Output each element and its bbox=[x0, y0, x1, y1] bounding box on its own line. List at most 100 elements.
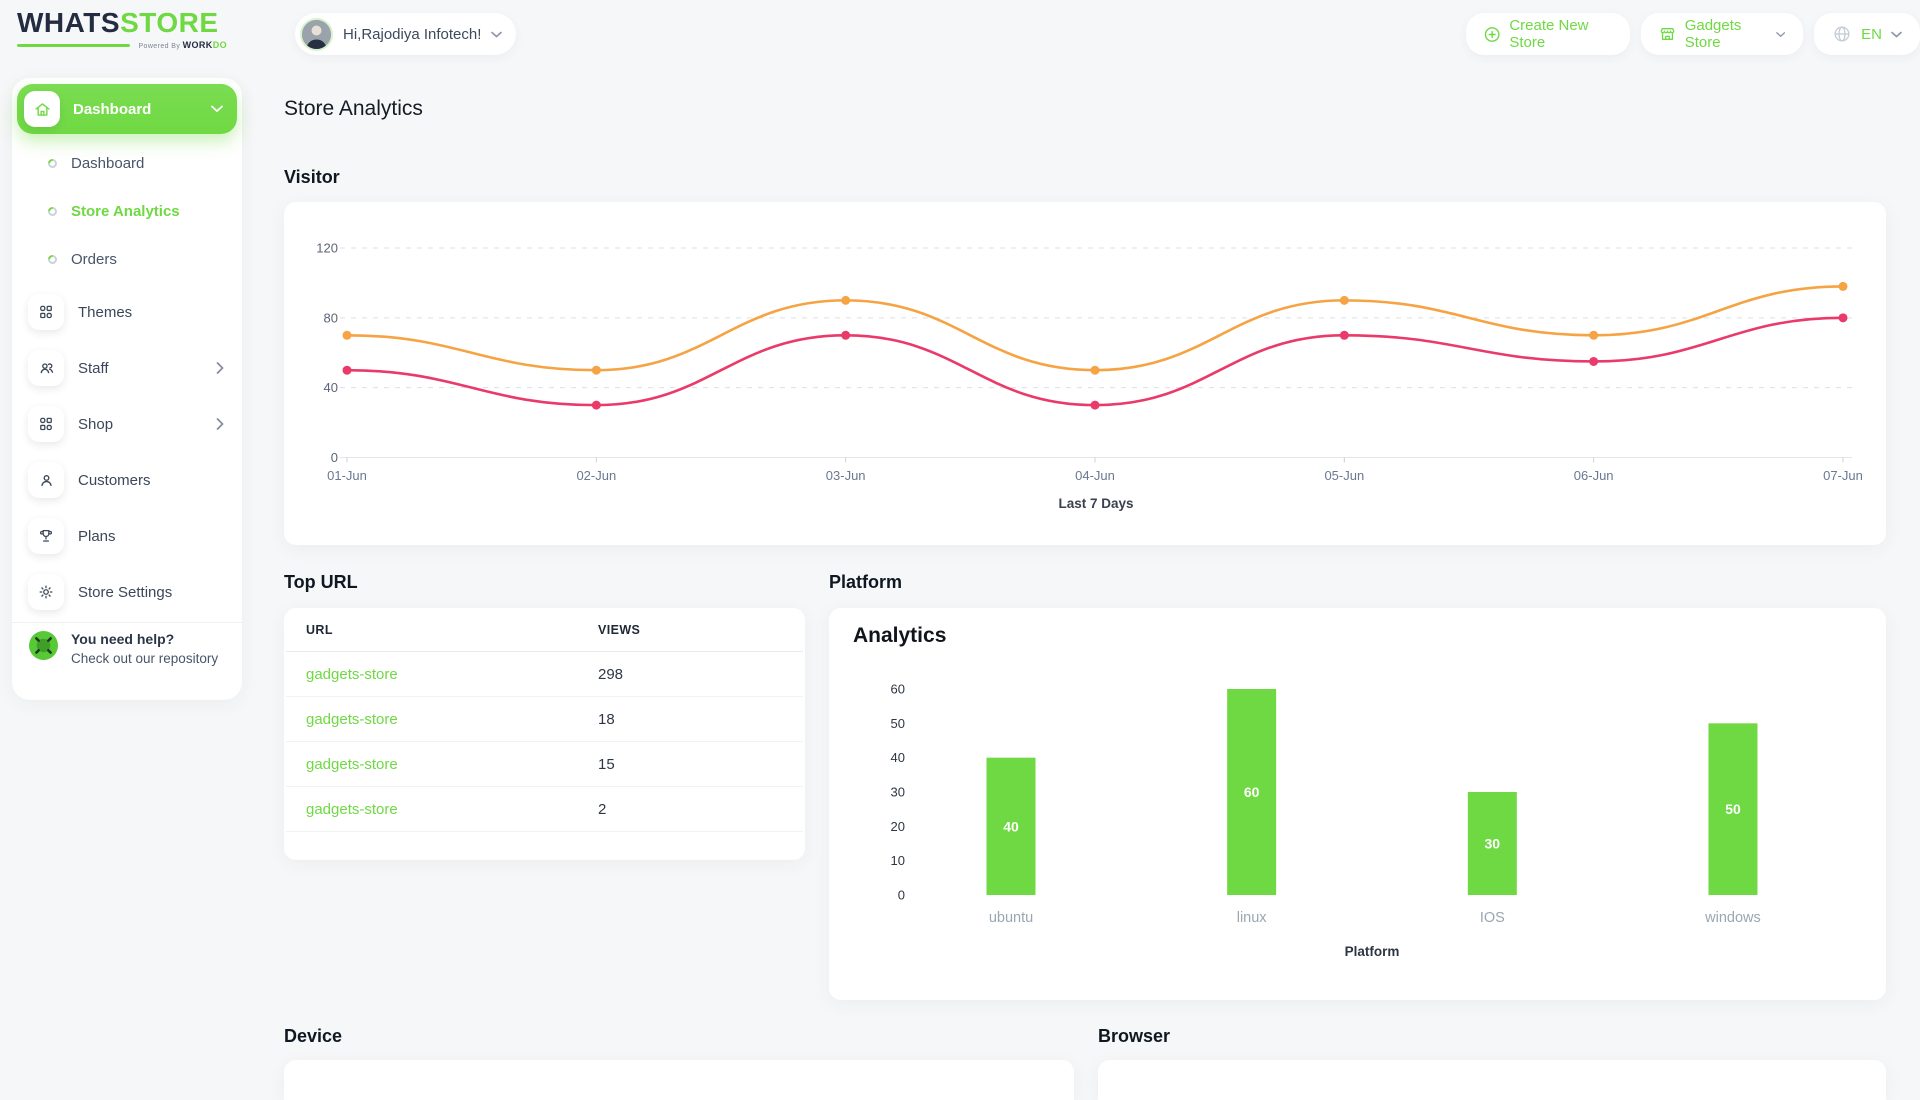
table-row: gadgets-store 15 bbox=[286, 742, 803, 787]
platform-bar-chart: 0 10 20 30 40 50 60 40 ubuntu 60 linux 30 IOS 50 windo… bbox=[891, 682, 1761, 960]
svg-text:120: 120 bbox=[316, 241, 338, 256]
chevron-down-icon bbox=[1775, 31, 1786, 37]
svg-text:linux: linux bbox=[1237, 910, 1268, 926]
svg-text:60: 60 bbox=[1244, 784, 1260, 800]
chevron-right-icon bbox=[216, 418, 224, 430]
trophy-icon bbox=[40, 529, 52, 542]
views-value: 2 bbox=[598, 800, 607, 818]
users-icon bbox=[40, 362, 53, 373]
help-box: You need help? Check out our repository bbox=[28, 630, 218, 668]
sidebar-item-plans[interactable]: Plans bbox=[12, 508, 242, 564]
svg-text:Last 7 Days: Last 7 Days bbox=[1058, 496, 1133, 511]
svg-text:02-Jun: 02-Jun bbox=[576, 468, 616, 483]
sidebar-item-dashboard[interactable]: Dashboard bbox=[12, 139, 242, 187]
svg-text:07-Jun: 07-Jun bbox=[1823, 468, 1863, 483]
chevron-right-icon bbox=[216, 362, 224, 374]
svg-text:20: 20 bbox=[891, 819, 905, 834]
top-url-table: URL VIEWS gadgets-store 298 gadgets-stor… bbox=[284, 608, 805, 832]
sidebar-item-shop[interactable]: Shop bbox=[12, 396, 242, 452]
svg-text:40: 40 bbox=[891, 750, 905, 765]
svg-text:01-Jun: 01-Jun bbox=[327, 468, 367, 483]
svg-text:windows: windows bbox=[1704, 910, 1761, 926]
store-selector-button[interactable]: Gadgets Store bbox=[1640, 13, 1804, 55]
table-header-row: URL VIEWS bbox=[286, 608, 803, 652]
svg-text:05-Jun: 05-Jun bbox=[1324, 468, 1364, 483]
svg-text:04-Jun: 04-Jun bbox=[1075, 468, 1115, 483]
platform-heading: Platform bbox=[829, 572, 903, 592]
bullet-icon bbox=[46, 156, 59, 170]
visitor-heading: Visitor bbox=[284, 167, 340, 187]
sidebar-divider bbox=[12, 622, 242, 623]
help-title: You need help? bbox=[71, 631, 175, 647]
gear-icon bbox=[39, 585, 53, 599]
url-link[interactable]: gadgets-store bbox=[306, 755, 398, 773]
sidebar-item-themes[interactable]: Themes bbox=[12, 284, 242, 340]
app-logo[interactable]: WHATSSTORE Powered By WORKDO bbox=[17, 7, 227, 50]
top-url-card: URL VIEWS gadgets-store 298 gadgets-stor… bbox=[284, 608, 805, 860]
bullet-icon bbox=[46, 252, 59, 266]
svg-text:0: 0 bbox=[898, 888, 905, 903]
sidebar-item-customers[interactable]: Customers bbox=[12, 452, 242, 508]
user-greeting: Hi,Rajodiya Infotech! bbox=[343, 25, 482, 43]
user-icon bbox=[40, 474, 52, 486]
home-icon bbox=[34, 102, 50, 116]
storefront-icon bbox=[1660, 28, 1675, 40]
help-repository-link[interactable]: Check out our repository bbox=[71, 651, 219, 666]
grid-icon bbox=[40, 417, 52, 431]
svg-text:30: 30 bbox=[891, 785, 905, 800]
svg-text:50: 50 bbox=[1725, 801, 1741, 817]
bullet-icon bbox=[46, 204, 59, 218]
svg-text:40: 40 bbox=[324, 380, 338, 395]
url-link[interactable]: gadgets-store bbox=[306, 665, 398, 683]
platform-chart-title: Analytics bbox=[853, 624, 947, 647]
table-row: gadgets-store 2 bbox=[286, 787, 803, 832]
chevron-down-icon bbox=[491, 31, 503, 38]
globe-icon bbox=[1834, 26, 1850, 42]
avatar bbox=[300, 17, 333, 51]
column-header-views: VIEWS bbox=[598, 622, 641, 637]
sidebar-item-staff[interactable]: Staff bbox=[12, 340, 242, 396]
table-row: gadgets-store 18 bbox=[286, 697, 803, 742]
svg-text:ubuntu: ubuntu bbox=[989, 910, 1033, 926]
header-actions: Create New Store Gadgets Store EN bbox=[1466, 13, 1920, 55]
svg-text:IOS: IOS bbox=[1480, 910, 1505, 926]
page-title: Store Analytics bbox=[284, 97, 423, 120]
svg-text:0: 0 bbox=[331, 450, 338, 465]
device-heading: Device bbox=[284, 1026, 343, 1046]
sidebar-item-orders[interactable]: Orders bbox=[12, 235, 242, 283]
logo-text: WHATSSTORE bbox=[17, 7, 219, 38]
create-new-store-button[interactable]: Create New Store bbox=[1466, 13, 1630, 55]
column-header-url: URL bbox=[306, 622, 333, 637]
url-link[interactable]: gadgets-store bbox=[306, 710, 398, 728]
sidebar-item-store-analytics[interactable]: Store Analytics bbox=[12, 187, 242, 235]
lifebuoy-icon bbox=[29, 631, 58, 660]
visitor-chart-card: 0 40 80 120 01-Jun 02-Jun 03-Jun 04-Jun 05-Jun 06… bbox=[284, 202, 1886, 545]
sidebar-group-dashboard[interactable]: Dashboard bbox=[17, 84, 237, 134]
plus-circle-icon bbox=[1484, 26, 1500, 42]
views-value: 15 bbox=[598, 755, 615, 773]
platform-chart-card: Analytics 0 10 20 30 40 50 60 40 ubuntu 60 linux 30… bbox=[829, 608, 1886, 1000]
sidebar-item-store-settings[interactable]: Store Settings bbox=[12, 564, 242, 620]
browser-card bbox=[1098, 1060, 1886, 1100]
grid-icon bbox=[40, 305, 52, 319]
svg-text:10: 10 bbox=[891, 853, 905, 868]
top-url-heading: Top URL bbox=[284, 572, 358, 592]
svg-text:30: 30 bbox=[1485, 836, 1501, 852]
language-selector-button[interactable]: EN bbox=[1814, 13, 1920, 55]
device-card bbox=[284, 1060, 1074, 1100]
svg-text:03-Jun: 03-Jun bbox=[826, 468, 866, 483]
svg-text:40: 40 bbox=[1003, 818, 1019, 834]
table-row: gadgets-store 298 bbox=[286, 652, 803, 697]
svg-text:80: 80 bbox=[324, 310, 338, 325]
views-value: 298 bbox=[598, 665, 624, 683]
logo-underline bbox=[17, 43, 131, 47]
url-link[interactable]: gadgets-store bbox=[306, 800, 398, 818]
sidebar: Dashboard Dashboard Store Analytics Orde… bbox=[12, 78, 242, 700]
chevron-down-icon bbox=[211, 105, 223, 113]
svg-text:60: 60 bbox=[891, 682, 905, 697]
svg-text:Platform: Platform bbox=[1345, 944, 1400, 959]
logo-tagline: Powered By WORKDO bbox=[138, 40, 227, 50]
browser-heading: Browser bbox=[1098, 1026, 1171, 1046]
chevron-down-icon bbox=[1891, 31, 1902, 38]
user-menu-button[interactable]: Hi,Rajodiya Infotech! bbox=[295, 13, 517, 55]
